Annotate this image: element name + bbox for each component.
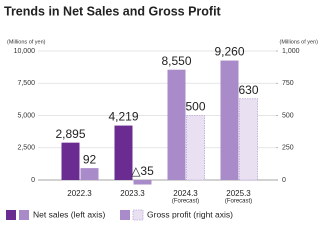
x-tick-label: 2024.3	[173, 189, 198, 198]
legend-swatch	[6, 210, 16, 220]
y2-tick-label: 1,000	[282, 48, 300, 55]
y2-tick-label: 750	[282, 80, 294, 87]
y-tick-label: 2,500	[17, 145, 35, 152]
bar	[186, 115, 205, 181]
legend-swatch	[19, 210, 29, 220]
x-tick-note: (Forecast)	[225, 199, 252, 205]
legend-swatch	[120, 210, 130, 220]
y2-tick-label: 0	[282, 177, 286, 184]
legend-label: Gross profit (right axis)	[147, 209, 233, 219]
y-tick-label: 5,000	[17, 112, 35, 119]
value-label: 8,550	[161, 54, 191, 68]
value-label: 9,260	[214, 45, 244, 59]
x-tick-label: 2022.3	[67, 189, 92, 198]
bar	[61, 142, 80, 180]
legend-label: Net sales (left axis)	[33, 209, 105, 219]
bar	[220, 60, 239, 180]
value-label: △35	[131, 164, 154, 178]
x-tick-note: (Forecast)	[172, 199, 199, 205]
legend-swatch	[132, 209, 144, 221]
chart: Trends in Net Sales and Gross Profit (Mi…	[4, 4, 318, 221]
bar	[239, 98, 258, 181]
bar	[167, 69, 186, 180]
value-label: 92	[83, 152, 97, 166]
y2-tick-label: 250	[282, 145, 294, 152]
y-unit-label: (Millions of yen)	[7, 39, 46, 45]
y-tick-label: 7,500	[17, 80, 35, 87]
bar	[80, 168, 99, 180]
y2-tick-label: 500	[282, 112, 294, 119]
chart-title: Trends in Net Sales and Gross Profit	[4, 4, 222, 18]
value-label: 500	[185, 100, 205, 114]
value-label: 630	[238, 83, 258, 97]
bar	[114, 125, 133, 180]
x-tick-label: 2023.3	[120, 189, 145, 198]
bar	[133, 180, 152, 185]
x-tick-label: 2025.3	[226, 189, 251, 198]
y2-unit-label: (Millions of yen)	[279, 39, 318, 45]
value-label: 4,219	[108, 110, 138, 124]
y-tick-label: 10,000	[14, 48, 36, 55]
value-label: 2,895	[55, 127, 85, 141]
y-tick-label: 0	[31, 177, 35, 184]
